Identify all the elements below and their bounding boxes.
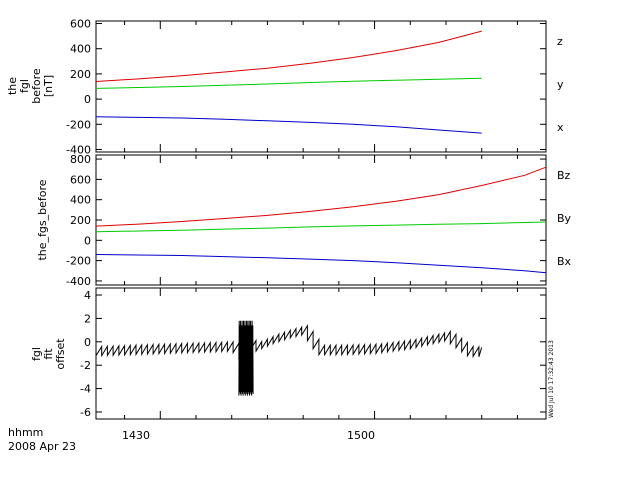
panel3-series: [95, 320, 483, 396]
x-tick-label-1500: 1500: [347, 429, 375, 442]
y-tick-label: -4: [80, 383, 91, 396]
y-tick-label: 800: [70, 153, 91, 166]
legend-y: y: [557, 78, 564, 91]
y-tick-label: 200: [70, 68, 91, 81]
series-line-x: [95, 116, 482, 134]
panel1-series: [95, 30, 482, 134]
panel1-ylabel-line2: fgl: [18, 79, 31, 93]
legend-z: z: [557, 35, 563, 48]
panel3-yaxis: 4 2 0 -2 -4 -6: [80, 288, 546, 419]
series-line-Bx: [95, 254, 547, 274]
xlabel-hhmm: hhmm: [8, 426, 43, 439]
panel3-ylabel-line1: fgl: [30, 347, 43, 361]
legend-x: x: [557, 121, 564, 134]
y-tick-label: -2: [80, 359, 91, 372]
y-tick-label: 0: [84, 93, 91, 106]
series-line-Bz: [95, 166, 547, 227]
y-tick-label: 4: [84, 289, 91, 302]
y-tick-label: 600: [70, 173, 91, 186]
panel1-yaxis: 600 400 200 0 -200 -400: [66, 18, 546, 156]
series-burst: [238, 320, 254, 396]
y-tick-label: -400: [66, 143, 91, 156]
y-tick-label: 400: [70, 194, 91, 207]
panel2-frame: [95, 154, 547, 286]
series-line-z: [95, 30, 482, 82]
x-tick-label-1430: 1430: [122, 429, 150, 442]
panel1-ylabel-line4: [nT]: [42, 75, 55, 97]
panel1-ylabel-line3: before: [30, 68, 43, 104]
panel2-yaxis: 800 600 400 200 0 -200 -400: [66, 153, 546, 288]
panel-fgl-before: the fgl before [nT] 600 400 200 0 -200 -400 z…: [6, 18, 564, 157]
legend-bz: Bz: [557, 169, 571, 182]
panel1-frame: [95, 20, 547, 153]
y-tick-label: -200: [66, 118, 91, 131]
series-line-offset-0: [95, 324, 483, 360]
y-tick-label: 600: [70, 18, 91, 31]
panel2-series: [95, 166, 547, 274]
panel3-frame: [95, 287, 547, 420]
panel2-ylabel: the_fgs_before: [36, 179, 49, 260]
xlabel-date: 2008 Apr 23: [8, 440, 76, 453]
y-tick-label: 400: [70, 43, 91, 56]
legend-bx: Bx: [557, 255, 572, 268]
y-tick-label: -200: [66, 255, 91, 268]
y-tick-label: 200: [70, 214, 91, 227]
series-line-y: [95, 77, 482, 89]
legend-by: By: [557, 212, 572, 225]
y-tick-label: -6: [80, 406, 91, 419]
timestamp-stamp: Wed Jul 10 17:32:43 2013: [548, 340, 555, 418]
y-tick-label: 0: [84, 336, 91, 349]
y-tick-label: -400: [66, 275, 91, 288]
panel3-ylabel-line3: offset: [54, 338, 67, 370]
panel-fit-offset: fgl fit offset 4 2 0 -2 -4 -6 Wed Jul 10 17:3…: [30, 287, 555, 420]
panel3-ylabel-line2: fit: [42, 348, 55, 360]
series-line-By: [95, 221, 547, 233]
panel1-ylabel-line1: the: [6, 77, 19, 95]
y-tick-label: 0: [84, 234, 91, 247]
y-tick-label: 2: [84, 312, 91, 325]
